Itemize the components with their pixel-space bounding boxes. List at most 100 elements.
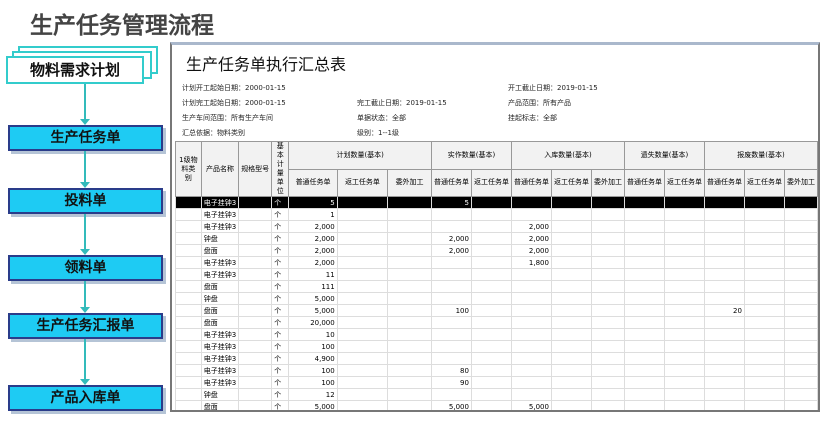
header-actual-normal[interactable]: 普通任务单 — [430, 168, 472, 197]
table-cell — [470, 292, 512, 305]
header-unit[interactable]: 基本计量单位 — [271, 141, 290, 197]
header-plan-normal[interactable]: 普通任务单 — [288, 168, 338, 197]
table-cell — [238, 376, 273, 389]
table-cell: 钟盘 — [200, 292, 240, 305]
table-row[interactable]: 电子挂钟3 个 11 — [175, 268, 818, 281]
table-cell — [623, 352, 665, 365]
table-cell — [470, 376, 512, 389]
table-cell: 电子挂钟3 — [200, 256, 240, 269]
header-plan-outsource[interactable]: 委外加工 — [387, 168, 432, 197]
table-cell — [590, 232, 625, 245]
header-lost-normal[interactable]: 普通任务单 — [623, 168, 665, 197]
table-cell — [336, 400, 389, 410]
table-row[interactable]: 钟盘个 2,000 2,000 2,000 — [175, 232, 818, 245]
header-scrap-normal[interactable]: 普通任务单 — [703, 168, 745, 197]
table-cell: 80 — [430, 364, 472, 377]
header-product-name[interactable]: 产品名称 — [200, 141, 240, 197]
table-row[interactable]: 电子挂钟3 个 2,000 1,800 — [175, 256, 818, 269]
header-inbound-outsource[interactable]: 委外加工 — [590, 168, 625, 197]
table-cell — [623, 376, 665, 389]
table-cell — [510, 280, 552, 293]
table-cell — [663, 304, 705, 317]
table-cell: 电子挂钟3 — [200, 376, 240, 389]
table-row[interactable]: 电子挂钟3 个 2,000 2,000 — [175, 220, 818, 233]
table-cell — [387, 316, 432, 329]
table-cell: 2,000 — [430, 244, 472, 257]
table-cell — [623, 400, 665, 410]
table-cell — [470, 304, 512, 317]
table-cell — [470, 400, 512, 410]
table-cell — [550, 316, 592, 329]
table-row[interactable]: 电子挂钟3 个 4,900 — [175, 352, 818, 365]
table-cell: 2,000 — [510, 220, 552, 233]
table-row[interactable]: 电子挂钟3 个 100 — [175, 340, 818, 353]
table-cell — [743, 304, 785, 317]
table-cell — [743, 280, 785, 293]
table-cell: 5 — [288, 196, 338, 209]
table-row[interactable]: 钟盘 个 12 — [175, 388, 818, 401]
table-row[interactable]: 盘面个 2,000 2,000 2,000 — [175, 244, 818, 257]
table-row[interactable]: 盘面 个 5,000 100 20 — [175, 304, 818, 317]
table-row[interactable]: 电子挂钟3 个 5 5 — [175, 196, 818, 209]
table-cell — [743, 244, 785, 257]
table-cell — [510, 196, 552, 209]
table-cell — [550, 268, 592, 281]
table-cell — [663, 280, 705, 293]
cond-level: 级别：1--1级 — [357, 129, 399, 137]
table-cell — [623, 304, 665, 317]
table-cell — [663, 340, 705, 353]
table-cell — [387, 364, 432, 377]
report-window: 生产任务单执行汇总表 计划开工起始日期：2000-01-15 开工截止日期：20… — [170, 42, 820, 412]
table-cell — [783, 328, 818, 341]
header-lost-qty: 遗失数量(基本) — [623, 141, 705, 170]
table-row[interactable]: 盘面 个 111 — [175, 280, 818, 293]
table-cell — [743, 220, 785, 233]
table-cell — [783, 304, 818, 317]
header-actual-qty: 实作数量(基本) — [430, 141, 512, 170]
table-cell — [238, 364, 273, 377]
table-cell — [743, 268, 785, 281]
table-cell: 5 — [430, 196, 472, 209]
header-lost-rework[interactable]: 返工任务单 — [663, 168, 705, 197]
table-row[interactable]: 电子挂钟3 个 10 — [175, 328, 818, 341]
header-actual-rework[interactable]: 返工任务单 — [470, 168, 512, 197]
table-cell — [783, 292, 818, 305]
header-scrap-rework[interactable]: 返工任务单 — [743, 168, 785, 197]
header-inbound-rework[interactable]: 返工任务单 — [550, 168, 592, 197]
connector — [84, 339, 86, 379]
header-spec[interactable]: 规格型号 — [238, 141, 273, 197]
table-row[interactable]: 盘面 个 20,000 — [175, 316, 818, 329]
cond-product-range: 产品范围：所有产品 — [508, 99, 571, 107]
header-category[interactable]: 1级物料类别 — [175, 141, 202, 197]
table-row[interactable]: 盘面个 5,000 5,000 5,000 — [175, 400, 818, 410]
table-cell: 电子挂钟3 — [200, 268, 240, 281]
table-row[interactable]: 电子挂钟3 个 1 — [175, 208, 818, 221]
header-scrap-outsource[interactable]: 委外加工 — [783, 168, 818, 197]
table-cell — [387, 376, 432, 389]
table-cell — [430, 208, 472, 221]
table-cell — [510, 328, 552, 341]
table-row[interactable]: 电子挂钟3 个 100 80 — [175, 364, 818, 377]
header-inbound-normal[interactable]: 普通任务单 — [510, 168, 552, 197]
table-cell — [703, 364, 745, 377]
table-cell: 个 — [271, 208, 290, 221]
table-cell — [510, 208, 552, 221]
table-cell: 盘面 — [200, 244, 240, 257]
table-cell — [510, 376, 552, 389]
table-cell — [623, 316, 665, 329]
table-cell: 个 — [271, 280, 290, 293]
table-cell — [175, 268, 202, 281]
table-cell — [510, 388, 552, 401]
table-cell — [703, 280, 745, 293]
cond-plan-finish: 计划完工起始日期：2000-01-15 — [182, 99, 286, 107]
table-cell — [470, 196, 512, 209]
table-cell — [430, 256, 472, 269]
header-plan-rework[interactable]: 返工任务单 — [336, 168, 389, 197]
table-cell — [550, 304, 592, 317]
flow-step-task-report: 生产任务汇报单 — [8, 313, 163, 339]
table-cell — [783, 388, 818, 401]
table-row[interactable]: 电子挂钟3 个 100 90 — [175, 376, 818, 389]
table-cell — [590, 268, 625, 281]
table-cell: 个 — [271, 376, 290, 389]
table-row[interactable]: 钟盘 个 5,000 — [175, 292, 818, 305]
